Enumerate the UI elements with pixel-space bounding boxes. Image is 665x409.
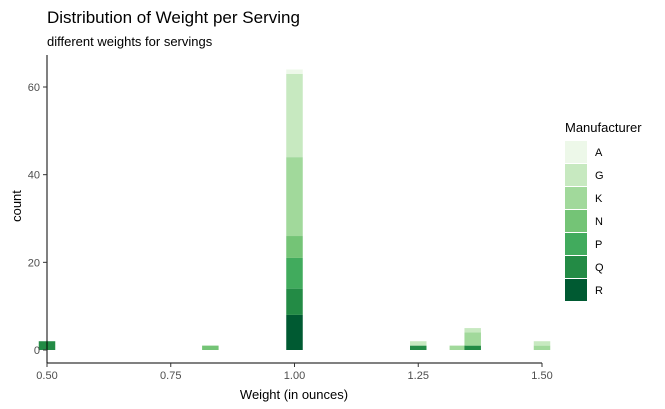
bar-segment-N: [202, 345, 219, 350]
legend-label-P: P: [595, 239, 602, 251]
x-tick-label: 0.75: [160, 370, 181, 382]
legend-swatch-P: [565, 233, 587, 255]
chart-subtitle: different weights for servings: [47, 34, 213, 49]
y-tick-label: 60: [28, 82, 40, 94]
y-tick-label: 20: [28, 257, 40, 269]
x-tick-label: 0.50: [36, 370, 57, 382]
legend-label-K: K: [595, 193, 603, 205]
bar-segment-Q: [464, 345, 481, 350]
bar-segment-Q: [286, 288, 303, 315]
legend-swatch-G: [565, 164, 587, 186]
legend-label-R: R: [595, 285, 603, 297]
legend-swatch-N: [565, 210, 587, 232]
legend-label-N: N: [595, 216, 603, 228]
bar-segment-G: [410, 341, 427, 346]
bars-layer: [38, 69, 551, 350]
legend-swatch-K: [565, 187, 587, 209]
legend-label-A: A: [595, 147, 603, 159]
x-tick-label: 1.50: [531, 370, 552, 382]
bar-segment-G: [286, 73, 303, 158]
legend-swatch-Q: [565, 256, 587, 278]
bar-segment-Q: [410, 345, 427, 350]
y-tick-label: 0: [34, 345, 40, 357]
y-tick-label: 40: [28, 170, 40, 182]
bar-segment-K: [286, 157, 303, 237]
legend-swatch-A: [565, 141, 587, 163]
x-tick-label: 1.00: [284, 370, 305, 382]
axes-layer: 0.50 0.75 1.00 1.25 1.50 0 20 40 60: [28, 55, 553, 382]
bar-segment-A: [286, 69, 303, 74]
legend-label-Q: Q: [595, 262, 604, 274]
x-tick-label: 1.25: [408, 370, 429, 382]
bar-segment-G: [533, 341, 551, 346]
legend-swatch-R: [565, 279, 587, 301]
bar-segment-K: [449, 345, 467, 350]
bar-segment-K: [464, 332, 481, 346]
bar-segment-R: [286, 314, 303, 350]
bar-segment-K: [533, 345, 551, 350]
y-axis-title: count: [9, 190, 24, 222]
x-axis-title: Weight (in ounces): [240, 387, 348, 402]
chart-title: Distribution of Weight per Serving: [47, 8, 300, 27]
bar-segment-G: [464, 328, 481, 333]
legend-label-G: G: [595, 170, 604, 182]
legend-title: Manufacturer: [565, 120, 642, 135]
bar-segment-P: [286, 257, 303, 289]
bar-segment-N: [286, 236, 303, 258]
